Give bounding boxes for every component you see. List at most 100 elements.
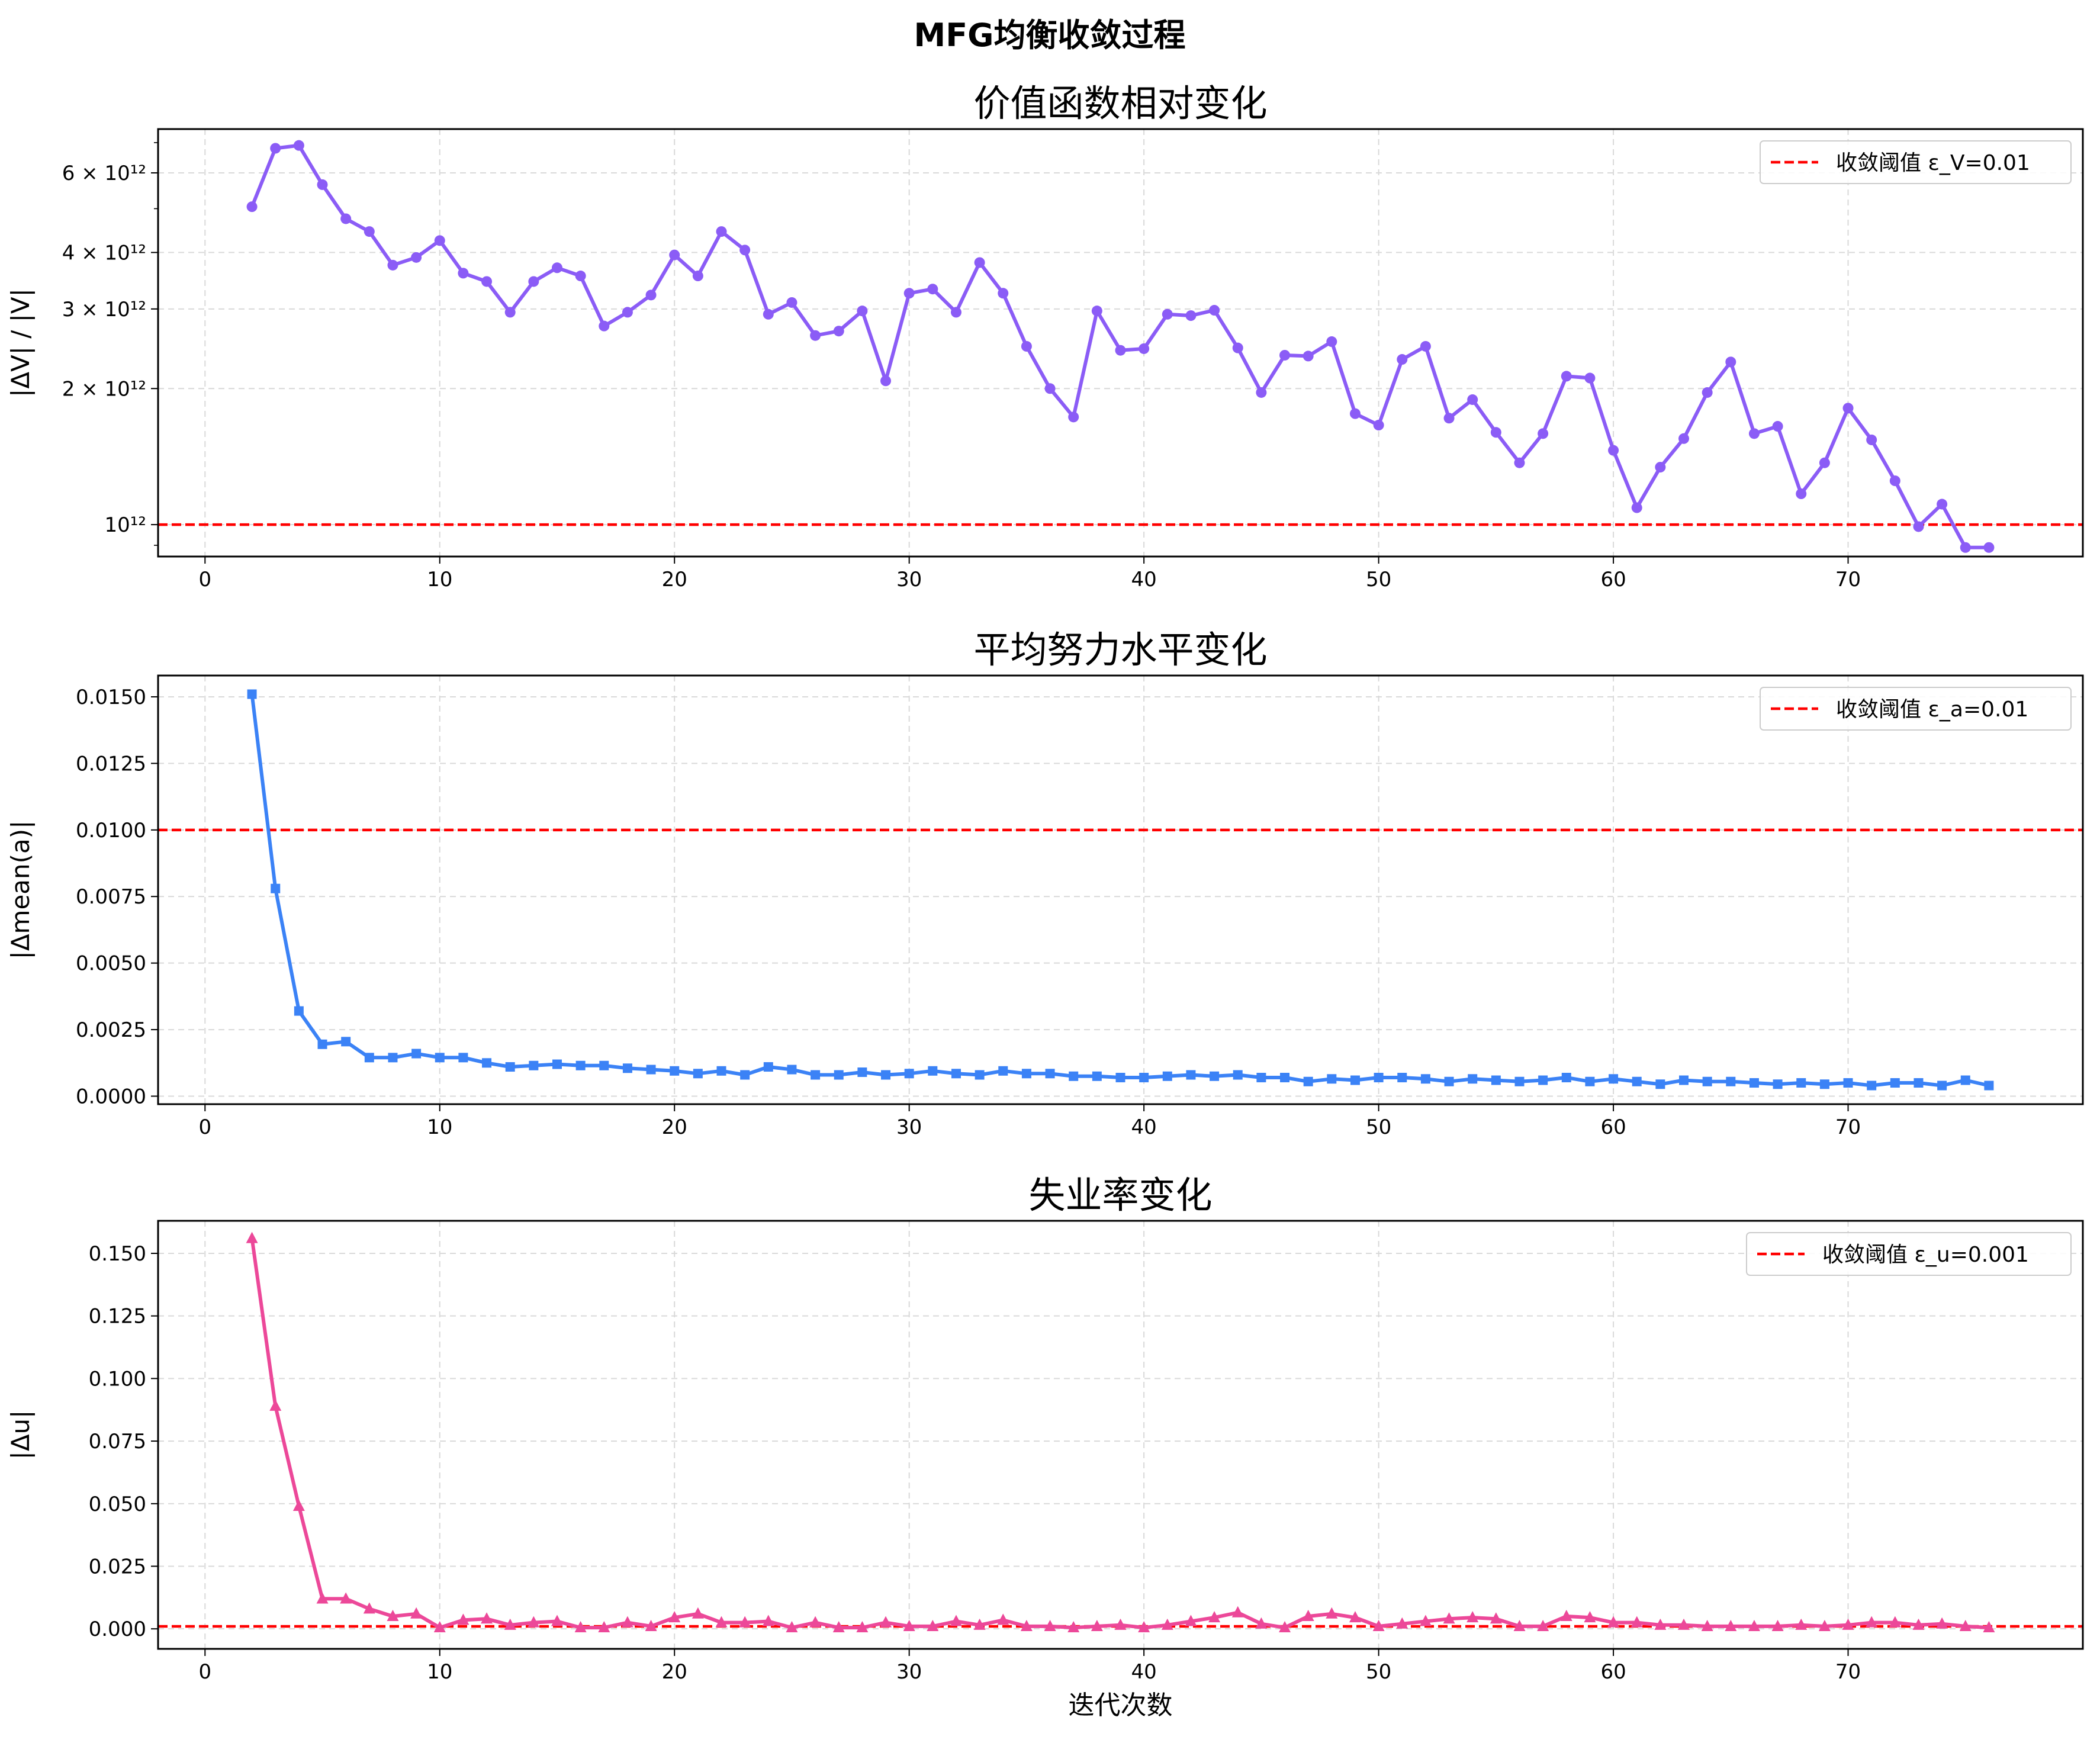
unemployment-change-point [1091, 1619, 1103, 1631]
unemployment-change-xtick-label: 0 [198, 1660, 211, 1684]
unemployment-change-point [598, 1621, 610, 1633]
value-change-point [1021, 340, 1032, 352]
value-change-point [716, 226, 727, 237]
value-change-point [1725, 356, 1736, 368]
effort-change-point [1960, 1075, 1970, 1085]
value-change-point [927, 284, 938, 295]
value-change-point [622, 307, 633, 318]
effort-change-point [1069, 1071, 1079, 1081]
value-change-xtick-label: 50 [1366, 568, 1391, 591]
effort-change-point [482, 1058, 492, 1068]
value-change-xtick-label: 60 [1600, 568, 1626, 591]
unemployment-change-point [481, 1612, 493, 1624]
effort-change-title: 平均努力水平变化 [973, 628, 1267, 671]
effort-change-point [529, 1060, 539, 1070]
unemployment-change-ylabel: |Δu| [6, 1410, 35, 1460]
value-change-legend-box [1760, 140, 2072, 184]
unemployment-change-point [809, 1616, 822, 1628]
unemployment-change-point [1020, 1619, 1033, 1631]
effort-change-point [1303, 1076, 1313, 1086]
value-change-ylabel: |ΔV| / |V| [6, 288, 35, 397]
effort-change-point [1726, 1076, 1736, 1086]
effort-change-point [1749, 1078, 1759, 1088]
effort-change-xtick-label: 50 [1366, 1115, 1391, 1139]
unemployment-change-ytick-label: 0.050 [89, 1493, 146, 1516]
effort-change-point [1397, 1073, 1407, 1083]
value-change-point [1748, 428, 1760, 439]
value-change-point [1842, 403, 1854, 414]
value-change-point [1467, 394, 1478, 406]
unemployment-change-point [340, 1592, 352, 1604]
value-change-point [1490, 427, 1501, 438]
effort-change-point [763, 1062, 773, 1072]
value-change-point [1303, 350, 1314, 362]
unemployment-change-point [1701, 1619, 1713, 1631]
value-change-point [1608, 445, 1619, 456]
unemployment-change-point [1584, 1611, 1596, 1623]
effort-change-point [1444, 1076, 1454, 1086]
value-change-point [504, 307, 516, 318]
effort-change-ylabel: |Δmean(a)| [6, 821, 35, 960]
unemployment-change-point [1067, 1621, 1080, 1633]
value-change-point [1232, 342, 1243, 353]
effort-change-point [1796, 1078, 1806, 1088]
effort-change-point [1937, 1080, 1947, 1091]
effort-change-point [1139, 1073, 1149, 1083]
unemployment-change-point [316, 1592, 329, 1604]
effort-change-ytick-label: 0.0000 [76, 1085, 146, 1109]
effort-change-point [364, 1053, 374, 1063]
unemployment-change-xtick-label: 70 [1835, 1660, 1861, 1684]
effort-change-ytick-label: 0.0150 [76, 686, 146, 709]
effort-change-point [998, 1066, 1008, 1076]
effort-change-point [1045, 1069, 1055, 1079]
unemployment-change-point [1467, 1611, 1479, 1623]
effort-change-point [857, 1067, 867, 1078]
effort-change-point [505, 1062, 515, 1072]
effort-change-point [1609, 1074, 1619, 1084]
value-change-xtick-label: 70 [1835, 568, 1861, 591]
unemployment-change-xlabel: 迭代次数 [1069, 1690, 1173, 1721]
effort-change-xtick-label: 60 [1600, 1115, 1626, 1139]
effort-change-point [975, 1070, 985, 1080]
unemployment-change-point [504, 1618, 516, 1630]
effort-change-ytick-label: 0.0125 [76, 752, 146, 776]
unemployment-change-point [457, 1613, 469, 1625]
unemployment-change-point [387, 1610, 399, 1622]
effort-change-point [693, 1069, 703, 1079]
unemployment-change-point [1654, 1618, 1667, 1630]
value-change-axes-frame [157, 128, 2084, 558]
value-change-point [1115, 345, 1126, 356]
unemployment-change-point [1114, 1618, 1127, 1630]
effort-change-point [1914, 1078, 1924, 1088]
effort-change-point [599, 1060, 609, 1070]
unemployment-change-point [1748, 1619, 1760, 1631]
unemployment-change-point [692, 1607, 704, 1619]
effort-change-point [1773, 1079, 1783, 1089]
effort-change-point [1655, 1079, 1665, 1089]
effort-change-point [247, 689, 257, 699]
unemployment-change-point [739, 1616, 751, 1628]
unemployment-change-point [1372, 1619, 1385, 1631]
value-change-point [528, 276, 539, 287]
effort-change-markers [247, 689, 1994, 1091]
value-change-point [974, 257, 985, 268]
unemployment-change-point [1326, 1607, 1338, 1619]
effort-change-point [1162, 1071, 1172, 1081]
value-change-point [1373, 420, 1384, 431]
effort-change-point [1374, 1073, 1384, 1083]
effort-change-xtick-label: 30 [896, 1115, 922, 1139]
value-change-ytick-label: 4 × 10¹² [62, 241, 146, 265]
effort-change-point [740, 1070, 750, 1080]
value-change-point [810, 330, 821, 341]
value-change-point [1561, 371, 1572, 382]
effort-change-point [1420, 1074, 1430, 1084]
effort-change-ytick-label: 0.0025 [76, 1018, 146, 1042]
unemployment-change-point [574, 1621, 587, 1633]
unemployment-change-point [1889, 1616, 1901, 1628]
value-change-point [270, 143, 281, 154]
effort-change-legend-box [1760, 687, 2072, 731]
value-change-xtick-label: 30 [896, 568, 922, 591]
unemployment-change-point [551, 1615, 563, 1626]
value-change-title: 价值函数相对变化 [973, 82, 1267, 125]
effort-change-point [670, 1066, 680, 1076]
